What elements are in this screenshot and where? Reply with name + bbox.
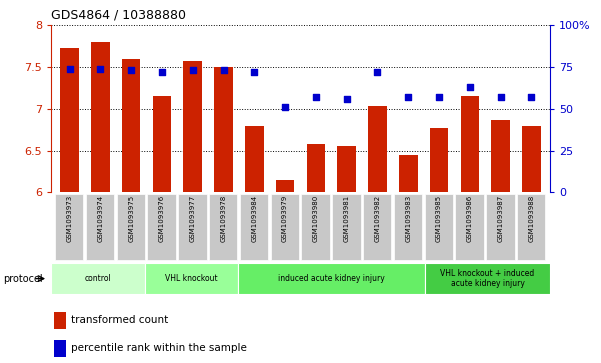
Bar bbox=[91, 42, 109, 192]
Bar bbox=[147, 194, 176, 260]
Text: GSM1093979: GSM1093979 bbox=[282, 195, 288, 242]
Bar bbox=[426, 263, 550, 294]
Bar bbox=[517, 194, 545, 260]
Text: transformed count: transformed count bbox=[70, 315, 168, 325]
Text: GSM1093987: GSM1093987 bbox=[498, 195, 504, 242]
Bar bbox=[332, 194, 361, 260]
Point bbox=[188, 68, 198, 73]
Bar bbox=[55, 194, 84, 260]
Bar bbox=[460, 96, 479, 192]
Text: GDS4864 / 10388880: GDS4864 / 10388880 bbox=[51, 9, 186, 22]
Text: GSM1093986: GSM1093986 bbox=[467, 195, 473, 242]
Text: VHL knockout + induced
acute kidney injury: VHL knockout + induced acute kidney inju… bbox=[441, 269, 535, 288]
Point bbox=[96, 66, 105, 72]
Text: GSM1093974: GSM1093974 bbox=[97, 195, 103, 242]
Text: control: control bbox=[85, 274, 111, 283]
Point bbox=[342, 96, 352, 102]
Bar bbox=[337, 146, 356, 192]
Bar bbox=[117, 194, 145, 260]
Bar bbox=[60, 48, 79, 192]
Bar bbox=[394, 194, 422, 260]
Point bbox=[280, 104, 290, 110]
Bar bbox=[270, 194, 299, 260]
Point bbox=[311, 94, 321, 100]
Bar bbox=[486, 194, 514, 260]
Point bbox=[219, 68, 228, 73]
Bar bbox=[183, 61, 202, 192]
Text: GSM1093978: GSM1093978 bbox=[221, 195, 227, 242]
Text: GSM1093985: GSM1093985 bbox=[436, 195, 442, 242]
Point bbox=[373, 69, 382, 75]
Bar bbox=[54, 339, 66, 357]
Point bbox=[65, 66, 75, 72]
Bar bbox=[363, 194, 391, 260]
Text: VHL knockout: VHL knockout bbox=[165, 274, 218, 283]
Point bbox=[465, 84, 475, 90]
Bar bbox=[54, 312, 66, 329]
Text: GSM1093975: GSM1093975 bbox=[128, 195, 134, 242]
Bar bbox=[51, 263, 145, 294]
Bar bbox=[245, 126, 264, 192]
Text: GSM1093980: GSM1093980 bbox=[313, 195, 319, 242]
Bar bbox=[209, 194, 237, 260]
Point bbox=[526, 94, 536, 100]
Point bbox=[157, 69, 166, 75]
Bar bbox=[153, 96, 171, 192]
Bar bbox=[178, 194, 207, 260]
Bar bbox=[307, 144, 325, 192]
Bar bbox=[276, 180, 294, 192]
Text: GSM1093982: GSM1093982 bbox=[374, 195, 380, 242]
Text: GSM1093977: GSM1093977 bbox=[190, 195, 196, 242]
Bar bbox=[399, 155, 418, 192]
Point bbox=[435, 94, 444, 100]
Bar bbox=[302, 194, 330, 260]
Bar bbox=[238, 263, 426, 294]
Bar bbox=[424, 194, 453, 260]
Bar bbox=[456, 194, 484, 260]
Point bbox=[249, 69, 259, 75]
Text: GSM1093981: GSM1093981 bbox=[344, 195, 350, 242]
Bar bbox=[86, 194, 114, 260]
Text: percentile rank within the sample: percentile rank within the sample bbox=[70, 343, 246, 353]
Bar bbox=[492, 120, 510, 192]
Bar bbox=[240, 194, 268, 260]
Text: induced acute kidney injury: induced acute kidney injury bbox=[278, 274, 385, 283]
Text: protocol: protocol bbox=[3, 274, 43, 284]
Bar bbox=[368, 106, 386, 192]
Text: GSM1093976: GSM1093976 bbox=[159, 195, 165, 242]
Text: GSM1093983: GSM1093983 bbox=[405, 195, 411, 242]
Text: GSM1093973: GSM1093973 bbox=[67, 195, 73, 242]
Bar bbox=[145, 263, 238, 294]
Point bbox=[496, 94, 505, 100]
Bar bbox=[430, 128, 448, 192]
Text: GSM1093988: GSM1093988 bbox=[528, 195, 534, 242]
Bar bbox=[215, 67, 233, 192]
Text: GSM1093984: GSM1093984 bbox=[251, 195, 257, 242]
Point bbox=[126, 68, 136, 73]
Bar bbox=[522, 126, 541, 192]
Point bbox=[403, 94, 413, 100]
Bar bbox=[122, 59, 141, 192]
